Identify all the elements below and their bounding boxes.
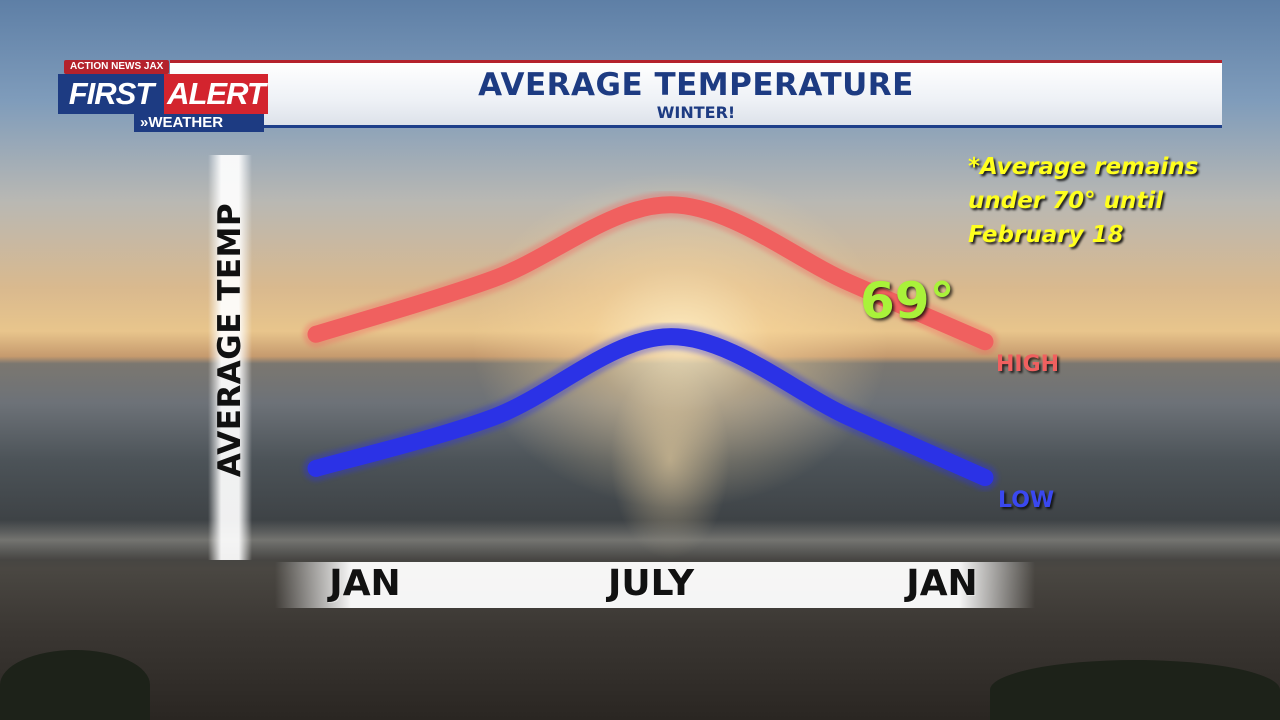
series-line-high — [307, 196, 994, 351]
y-axis-band — [208, 155, 252, 560]
shrub-right — [990, 660, 1280, 720]
series-label-high: HIGH — [996, 352, 1060, 377]
logo-alert: ALERT — [164, 74, 268, 114]
series-line-low — [307, 328, 994, 487]
shrub-left — [0, 650, 150, 720]
temperature-annotation: 69° — [860, 272, 955, 330]
logo-first: FIRST — [58, 74, 164, 114]
logo-weather: »WEATHER — [134, 114, 264, 132]
chart-title: AVERAGE TEMPERATURE — [478, 67, 914, 103]
x-tick-label: JAN — [329, 563, 401, 604]
series-glow-low — [303, 323, 998, 491]
series-label-low: LOW — [998, 488, 1055, 513]
average-note: *Average remains under 70° until Februar… — [968, 154, 1199, 248]
chart-subtitle: WINTER! — [656, 103, 736, 122]
station-logo: ACTION NEWS JAX FIRST ALERT »WEATHER — [58, 60, 268, 132]
x-tick-label: JULY — [607, 563, 695, 604]
x-axis-band — [275, 562, 1035, 608]
x-tick-label: JAN — [906, 563, 978, 604]
header-banner: AVERAGE TEMPERATURE WINTER! — [170, 60, 1222, 128]
logo-station-name: ACTION NEWS JAX — [64, 60, 170, 74]
